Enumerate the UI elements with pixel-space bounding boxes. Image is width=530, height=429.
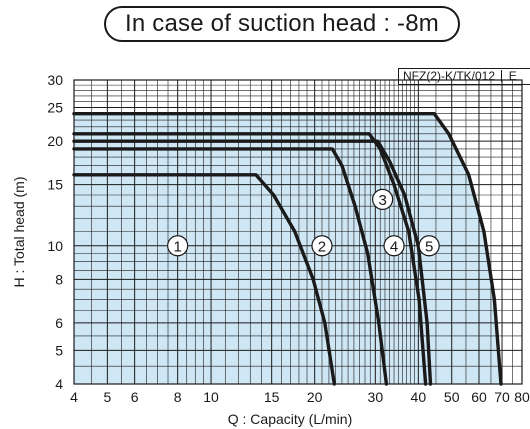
curve-labels: 1 2 3 4 5 bbox=[167, 188, 440, 257]
y-axis-label: H : Total head (m) bbox=[11, 176, 27, 287]
series-curve-3 bbox=[72, 132, 428, 386]
x-tick-label: 70 bbox=[494, 389, 510, 405]
curve-label-5: 5 bbox=[425, 238, 433, 255]
y-tick-label: 8 bbox=[55, 271, 63, 287]
series-curve-5 bbox=[72, 112, 503, 386]
curve-label-3: 3 bbox=[378, 192, 386, 209]
x-tick-label: 5 bbox=[103, 389, 111, 405]
curve-label-circle bbox=[383, 235, 405, 257]
model-code-divider bbox=[501, 70, 503, 82]
y-tick-label: 10 bbox=[47, 238, 63, 254]
y-tick-label: 6 bbox=[55, 315, 63, 331]
series-curve-4 bbox=[72, 139, 433, 386]
curve-label-circle bbox=[418, 235, 440, 257]
x-tick-label: 50 bbox=[444, 389, 460, 405]
x-tick-label: 30 bbox=[368, 389, 384, 405]
curve-label-circle bbox=[167, 235, 189, 257]
y-tick-label: 4 bbox=[55, 376, 63, 392]
curve-label-2: 2 bbox=[318, 238, 326, 255]
y-tick-label: 15 bbox=[47, 177, 63, 193]
y-tick-label: 20 bbox=[47, 133, 63, 149]
curve-label-circle bbox=[311, 235, 333, 257]
series-group bbox=[72, 112, 503, 386]
series-curve-2 bbox=[72, 147, 389, 386]
y-tick-label: 25 bbox=[47, 100, 63, 116]
x-tick-label: 6 bbox=[131, 389, 139, 405]
x-tick-label: 40 bbox=[411, 389, 427, 405]
curve-label-4: 4 bbox=[390, 238, 398, 255]
x-tick-label: 60 bbox=[471, 389, 487, 405]
model-code-extra: E bbox=[508, 69, 517, 83]
x-tick-label: 10 bbox=[203, 389, 219, 405]
chart-heading: In case of suction head : -8m bbox=[104, 6, 460, 42]
x-tick-label: 8 bbox=[174, 389, 182, 405]
y-tick-label: 5 bbox=[55, 342, 63, 358]
x-axis-label: Q : Capacity (L/min) bbox=[228, 411, 352, 427]
x-tick-label: 20 bbox=[307, 389, 323, 405]
x-tick-label: 15 bbox=[264, 389, 280, 405]
plot-frame bbox=[73, 79, 523, 385]
x-tick-label: 4 bbox=[70, 389, 78, 405]
y-tick-label: 30 bbox=[47, 72, 63, 88]
curve-label-circle bbox=[372, 188, 394, 210]
series-curve-1 bbox=[72, 173, 336, 386]
curve-label-1: 1 bbox=[173, 238, 181, 255]
x-tick-label: 80 bbox=[514, 389, 530, 405]
